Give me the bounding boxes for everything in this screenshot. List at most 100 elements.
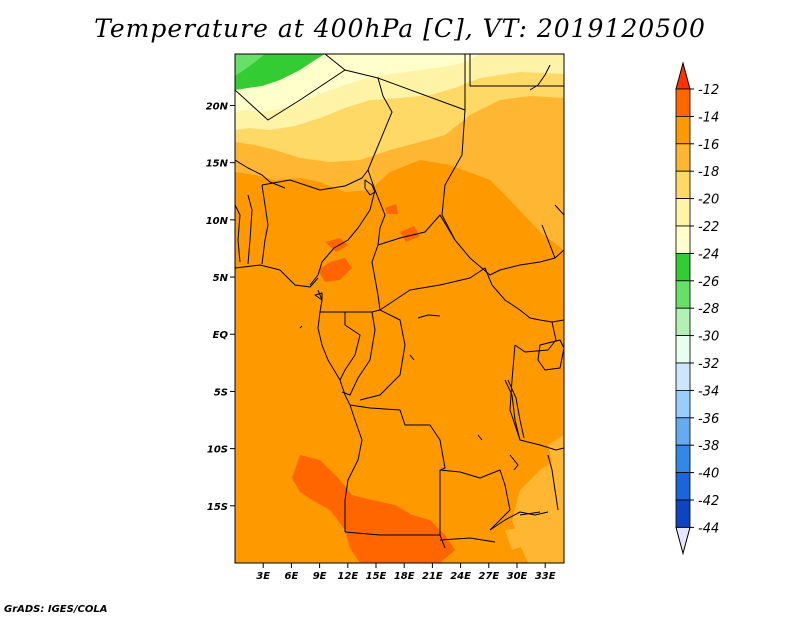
lon-tick-label: 3E xyxy=(256,571,270,582)
border-sudan-ethiopia xyxy=(554,204,564,216)
temperature-field xyxy=(235,54,564,563)
colorbar-label: -14 xyxy=(698,110,719,125)
colorbar-label: -20 xyxy=(698,193,719,208)
colorbar-swatch xyxy=(675,143,691,172)
colorbar-swatch xyxy=(675,362,691,391)
border-south-sudan-east xyxy=(541,224,556,259)
longitude-axis: 3E 6E 9E 12E 15E 18E 21E 24E 27E 30E 33E xyxy=(256,563,556,582)
colorbar-swatch xyxy=(675,116,691,145)
border-car-congo xyxy=(359,309,406,401)
field-patch-12-b xyxy=(318,258,352,282)
colorbar-label: -36 xyxy=(698,412,719,427)
field-band-26 xyxy=(235,54,265,76)
colorbar-swatch xyxy=(675,170,691,199)
plot-frame xyxy=(234,53,565,564)
lon-tick-label: 33E xyxy=(535,571,556,582)
border-namibia-angola xyxy=(344,531,440,536)
lake-fragment-a xyxy=(417,314,441,319)
border-sudan-south-sudan xyxy=(454,239,564,276)
lon-tick-label: 24E xyxy=(450,571,471,582)
field-band-24 xyxy=(235,54,325,90)
lon-tick-label: 30E xyxy=(507,571,528,582)
lat-tick-label: 20N xyxy=(206,101,229,112)
colorbar-label: -12 xyxy=(698,83,719,98)
colorbar-label: -16 xyxy=(698,138,719,153)
lat-tick-label: 5N xyxy=(213,273,229,284)
lake-victoria xyxy=(537,339,564,371)
lake-kariba xyxy=(519,511,541,516)
colorbar-label: -28 xyxy=(698,302,719,317)
border-benin-nigeria xyxy=(261,184,269,265)
colorbar-label: -22 xyxy=(698,220,719,235)
lat-tick-label: 10S xyxy=(207,445,228,456)
border-gabon-congo xyxy=(339,312,361,381)
lake-fragment-d xyxy=(509,454,519,471)
lat-tick-label: 5S xyxy=(214,387,228,398)
island-bioko xyxy=(314,292,323,301)
border-angola-zambia xyxy=(439,470,446,549)
colorbar-label: -42 xyxy=(698,494,719,509)
colorbar-swatch xyxy=(675,252,691,282)
border-nigeria-cameroon xyxy=(309,189,376,286)
lon-tick-label: 9E xyxy=(313,571,327,582)
lon-tick-label: 21E xyxy=(422,571,443,582)
colorbar-swatch xyxy=(675,417,691,446)
border-drc-zambia xyxy=(439,469,511,531)
border-congo-drc xyxy=(341,311,376,396)
lon-tick-label: 18E xyxy=(394,571,415,582)
lake-fragment-c xyxy=(477,434,483,441)
lon-tick-label: 27E xyxy=(478,571,499,582)
field-patch-16-e xyxy=(548,435,564,462)
border-kenya xyxy=(551,319,564,323)
colorbar-swatch xyxy=(675,280,691,309)
border-chad-sudan xyxy=(441,109,466,241)
lat-tick-label: 10N xyxy=(206,216,229,227)
colorbar-label: -32 xyxy=(698,357,719,372)
lake-tanganyika xyxy=(504,379,525,441)
colorbar-top-arrow xyxy=(675,61,691,90)
latitude-axis: 20N 15N 10N 5N EQ 5S 10S 15S xyxy=(206,101,235,513)
map-title: Temperature at 400hPa [C], VT: 201912050… xyxy=(94,14,706,43)
colorbar-swatch xyxy=(675,444,691,474)
lon-tick-label: 6E xyxy=(285,571,299,582)
colorbar-swatch xyxy=(675,335,691,364)
colorbar-label: -34 xyxy=(698,384,719,399)
field-patch-12-c xyxy=(325,238,348,252)
colorbar-label: -26 xyxy=(698,275,719,290)
colorbar-label: -44 xyxy=(698,521,719,536)
border-car-south xyxy=(379,267,493,311)
colorbar-label: -24 xyxy=(698,247,719,262)
colorbar-label: -40 xyxy=(698,467,719,482)
field-patch-16-s xyxy=(505,528,526,550)
lake-malawi xyxy=(547,454,559,511)
border-benin-togo xyxy=(247,194,253,265)
colorbar-label: -18 xyxy=(698,165,719,180)
border-drc-angola xyxy=(349,404,446,471)
lake-fragment-b xyxy=(409,354,415,361)
colorbar-swatch xyxy=(675,88,691,117)
border-ghana xyxy=(235,204,241,263)
border-caprivi xyxy=(439,537,496,543)
border-zambia-zimbabwe xyxy=(489,511,549,531)
field-patch-16-se xyxy=(512,458,564,563)
border-mali-niger xyxy=(235,159,286,189)
border-algeria-libya xyxy=(324,54,346,71)
lat-tick-label: 15N xyxy=(206,159,229,170)
colorbar-swatch xyxy=(675,307,691,337)
field-patch-12-e xyxy=(385,204,398,214)
colorbar-swatch xyxy=(675,225,691,254)
colorbar-bottom-arrow xyxy=(675,526,691,556)
border-niger-north xyxy=(235,69,393,171)
lat-tick-label: EQ xyxy=(213,330,229,341)
field-patch-12-d xyxy=(400,226,420,242)
colorbar-label: -38 xyxy=(698,439,719,454)
grads-credit: GrADS: IGES/COLA xyxy=(4,604,108,615)
field-patch-12-a xyxy=(292,455,455,563)
border-uganda xyxy=(491,284,557,353)
border-cameroon-south xyxy=(320,309,381,313)
lon-tick-label: 15E xyxy=(366,571,387,582)
lake-chad xyxy=(364,179,376,196)
lon-tick-label: 12E xyxy=(337,571,358,582)
colorbar-swatch xyxy=(675,389,691,419)
